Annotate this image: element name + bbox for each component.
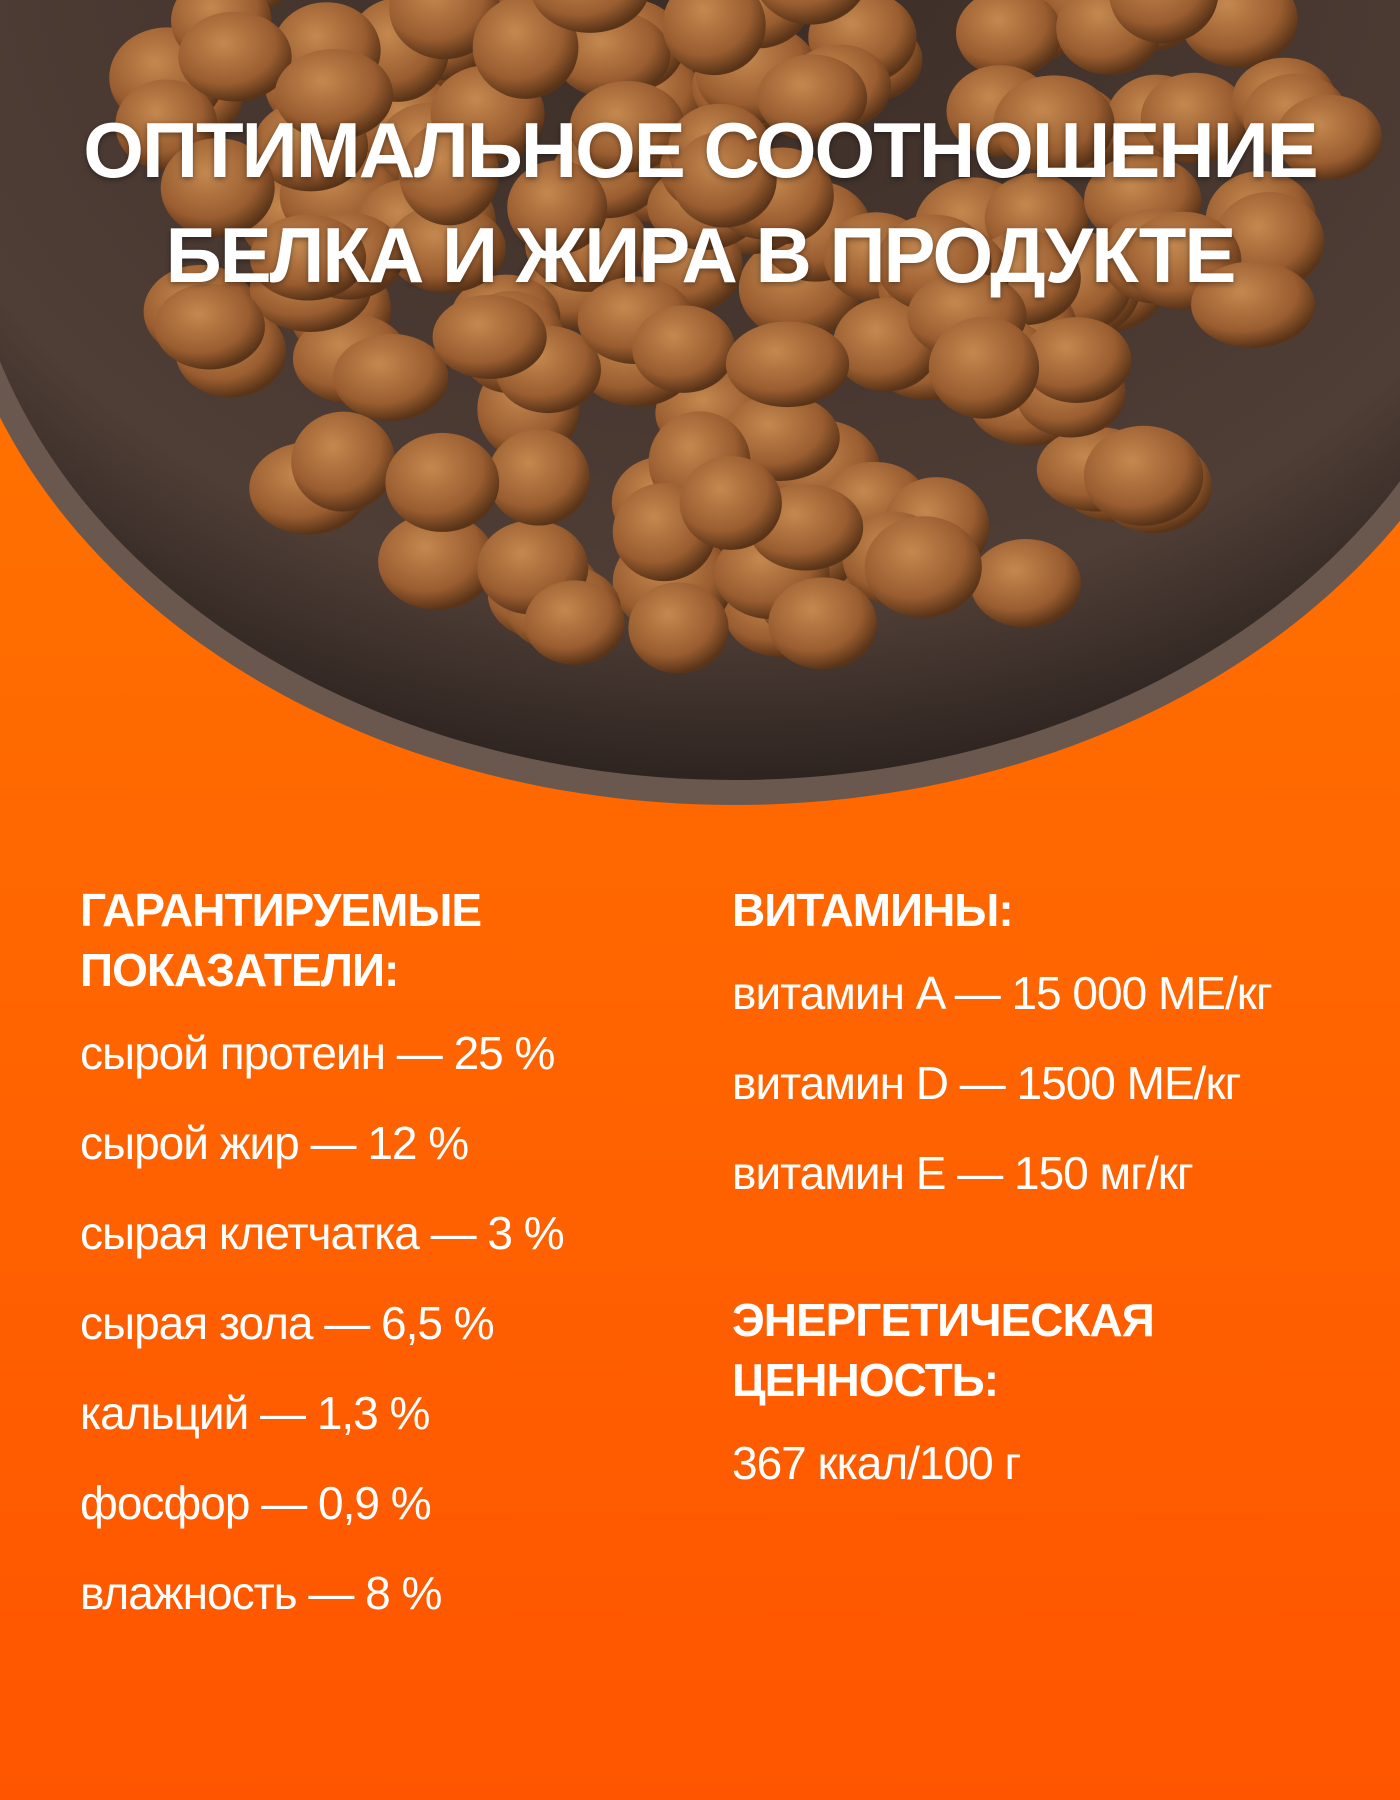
- kibble: [507, 160, 608, 255]
- energy-heading-1: ЭНЕРГЕТИЧЕСКАЯ: [732, 1294, 1155, 1346]
- kibble: [249, 214, 367, 301]
- title-line-2-text: БЕЛКА И ЖИРА В ПРОДУКТЕ: [165, 211, 1237, 299]
- guaranteed-item: сырой протеин — 25 %: [80, 1027, 555, 1079]
- kibble: [768, 577, 877, 670]
- kibble: [864, 516, 982, 618]
- kibble: [554, 11, 671, 99]
- kibble: [291, 411, 396, 512]
- kibble: [524, 580, 625, 665]
- kibble: [385, 432, 500, 532]
- guaranteed-item: сырая клетчатка — 3 %: [80, 1207, 565, 1259]
- kibble: [993, 75, 1115, 173]
- kibble: [432, 294, 547, 379]
- kibble: [532, 0, 648, 33]
- guaranteed-item: кальций — 1,3 %: [80, 1387, 430, 1439]
- kibble: [662, 0, 766, 76]
- kibble: [333, 333, 449, 421]
- kibble: [154, 283, 266, 370]
- kibble: [274, 49, 394, 141]
- kibble: [1083, 425, 1204, 526]
- kibble: [679, 455, 782, 550]
- kibble: [955, 0, 1062, 78]
- vitamins-section: ВИТАМИНЫ: витамин A — 15 000 МЕ/кг витам…: [732, 880, 1372, 1218]
- kibble: [1140, 72, 1249, 164]
- title-line-2: БЕЛКА И ЖИРА В ПРОДУКТЕ: [0, 200, 1400, 310]
- kibble: [160, 138, 275, 238]
- energy-section: ЭНЕРГЕТИЧЕСКАЯ ЦЕННОСТЬ: 367 ккал/100 г: [732, 1290, 1372, 1508]
- vitamin-item: витамин E — 150 мг/кг: [732, 1147, 1194, 1199]
- kibble: [472, 0, 579, 99]
- energy-value: 367 ккал/100 г: [732, 1437, 1021, 1489]
- kibble: [928, 316, 1040, 419]
- kibble: [628, 582, 729, 674]
- guaranteed-item: влажность — 8 %: [80, 1567, 442, 1619]
- kibble: [757, 54, 868, 141]
- vitamins-heading: ВИТАМИНЫ:: [732, 884, 1014, 936]
- vitamin-item: витамин A — 15 000 МЕ/кг: [732, 967, 1273, 1019]
- vitamin-item: витамин D — 1500 МЕ/кг: [732, 1057, 1241, 1109]
- guaranteed-item: фосфор — 0,9 %: [80, 1477, 432, 1529]
- title-line-1: ОПТИМАЛЬНОЕ СООТНОШЕНИЕ: [0, 95, 1400, 205]
- kibble: [569, 81, 685, 173]
- kibble: [761, 0, 861, 25]
- kibble: [487, 429, 590, 526]
- kibble: [178, 11, 292, 102]
- kibble: [1275, 94, 1383, 180]
- kibble: [1022, 317, 1132, 403]
- kibble: [387, 203, 506, 293]
- guaranteed-item: сырой жир — 12 %: [80, 1117, 469, 1169]
- kibble: [725, 321, 850, 408]
- kibble: [970, 538, 1082, 628]
- kibble: [399, 121, 500, 226]
- kibble: [632, 305, 736, 393]
- energy-heading-2: ЦЕННОСТЬ:: [732, 1354, 999, 1406]
- guaranteed-heading-1: ГАРАНТИРУЕМЫЕ: [80, 884, 482, 936]
- food-bowl-image: [0, 0, 1400, 805]
- guaranteed-section: ГАРАНТИРУЕМЫЕ ПОКАЗАТЕЛИ: сырой протеин …: [80, 880, 680, 1638]
- guaranteed-item: сырая зола — 6,5 %: [80, 1297, 495, 1349]
- kibble: [1191, 261, 1315, 348]
- kibble: [720, 394, 840, 481]
- guaranteed-heading-2: ПОКАЗАТЕЛИ:: [80, 944, 399, 996]
- kibble: [671, 131, 777, 228]
- kibble: [378, 513, 496, 610]
- kibble: [1109, 0, 1218, 44]
- kibble: [389, 0, 501, 60]
- title-line-1-text: ОПТИМАЛЬНОЕ СООТНОШЕНИЕ: [83, 106, 1318, 194]
